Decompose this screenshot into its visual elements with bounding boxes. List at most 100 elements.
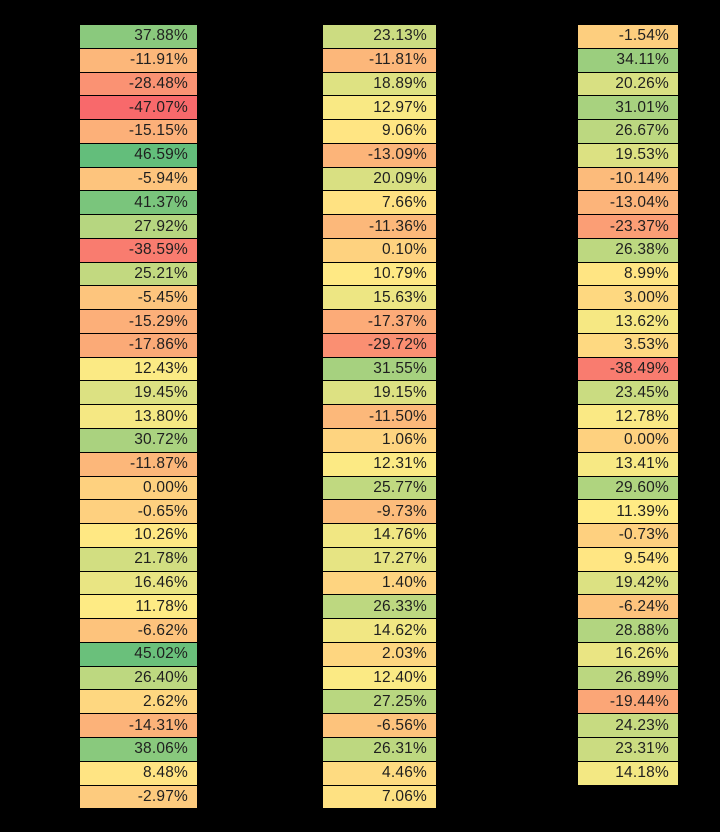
- heatmap-cell: -9.73%: [323, 500, 436, 525]
- heatmap-cell: -47.07%: [80, 96, 197, 121]
- heatmap-cell: 31.01%: [578, 96, 678, 121]
- heatmap-cell: 21.78%: [80, 547, 197, 572]
- heatmap-cell: 2.03%: [323, 642, 436, 667]
- heatmap-cell: 19.53%: [578, 143, 678, 168]
- heatmap-cell: 19.45%: [80, 381, 197, 406]
- heatmap-cell: 41.37%: [80, 191, 197, 216]
- heatmap-cell: -38.49%: [578, 357, 678, 382]
- heatmap-cell: 19.15%: [323, 381, 436, 406]
- heatmap-cell: -38.59%: [80, 238, 197, 263]
- heatmap-cell: 28.88%: [578, 619, 678, 643]
- heatmap-cell: 4.46%: [323, 761, 436, 786]
- heatmap-cell: -15.29%: [80, 310, 197, 334]
- heatmap-cell: 20.09%: [323, 167, 436, 192]
- heatmap-cell: 16.46%: [80, 571, 197, 596]
- heatmap-cell: 46.59%: [80, 143, 197, 168]
- heatmap-cell: -2.97%: [80, 785, 197, 810]
- heatmap-cell: 17.27%: [323, 547, 436, 572]
- heatmap-cell: 11.39%: [578, 500, 678, 525]
- heatmap-cell: -6.62%: [80, 619, 197, 643]
- heatmap-cell: 2.62%: [80, 690, 197, 715]
- heatmap-cell: -6.56%: [323, 714, 436, 738]
- heatmap-cell: -15.15%: [80, 120, 197, 144]
- heatmap-cell: -5.45%: [80, 286, 197, 311]
- heatmap-cell: -10.14%: [578, 167, 678, 192]
- heatmap-cell: 14.76%: [323, 524, 436, 548]
- heatmap-cell: -5.94%: [80, 167, 197, 192]
- heatmap-cell: 13.41%: [578, 452, 678, 477]
- heatmap-cell: -11.81%: [323, 48, 436, 73]
- heatmap-cell: 10.79%: [323, 262, 436, 287]
- heatmap-cell: -13.04%: [578, 191, 678, 216]
- heatmap-column-2: 23.13% -11.81% 18.89% 12.97% 9.06% -13.09% 20.…: [323, 25, 436, 810]
- heatmap-cell: 8.48%: [80, 761, 197, 786]
- heatmap-cell: 25.77%: [323, 476, 436, 501]
- heatmap-cell: -11.50%: [323, 405, 436, 430]
- heatmap-cell: 27.25%: [323, 690, 436, 715]
- heatmap-cell: 19.42%: [578, 571, 678, 596]
- heatmap-cell: -17.86%: [80, 333, 197, 358]
- heatmap-cell: 0.00%: [578, 429, 678, 453]
- heatmap-cell: 26.33%: [323, 595, 436, 620]
- heatmap-cell: 31.55%: [323, 357, 436, 382]
- heatmap-cell: 9.06%: [323, 120, 436, 144]
- heatmap-cell: 23.13%: [323, 25, 436, 49]
- heatmap-cell: 13.62%: [578, 310, 678, 334]
- heatmap-cell: 25.21%: [80, 262, 197, 287]
- heatmap-cell: 12.43%: [80, 357, 197, 382]
- heatmap-cell: 26.89%: [578, 666, 678, 691]
- heatmap-cell: -11.87%: [80, 452, 197, 477]
- heatmap-cell: 3.00%: [578, 286, 678, 311]
- heatmap-cell: -11.91%: [80, 48, 197, 73]
- heatmap-cell: -14.31%: [80, 714, 197, 738]
- heatmap-cell: -17.37%: [323, 310, 436, 334]
- heatmap-cell: 38.06%: [80, 737, 197, 762]
- heatmap-cell: 29.60%: [578, 476, 678, 501]
- heatmap-cell: 34.11%: [578, 48, 678, 73]
- heatmap-cell: 30.72%: [80, 429, 197, 453]
- heatmap-cell: 7.66%: [323, 191, 436, 216]
- heatmap-cell: 24.23%: [578, 714, 678, 738]
- heatmap-cell: -1.54%: [578, 25, 678, 49]
- heatmap-cell: 18.89%: [323, 72, 436, 97]
- heatmap-cell: 3.53%: [578, 333, 678, 358]
- heatmap-cell: -0.65%: [80, 500, 197, 525]
- heatmap-column-1: 37.88% -11.91% -28.48% -47.07% -15.15% 46.59%…: [80, 25, 197, 810]
- heatmap-column-3: -1.54% 34.11% 20.26% 31.01% 26.67% 19.53% -10.…: [578, 25, 678, 786]
- heatmap-cell: 12.31%: [323, 452, 436, 477]
- heatmap-cell: 37.88%: [80, 25, 197, 49]
- heatmap-cell: 14.62%: [323, 619, 436, 643]
- heatmap-cell: 11.78%: [80, 595, 197, 620]
- heatmap-cell: 13.80%: [80, 405, 197, 430]
- heatmap-cell: 0.10%: [323, 238, 436, 263]
- heatmap-cell: 14.18%: [578, 761, 678, 786]
- heatmap-cell: 12.97%: [323, 96, 436, 121]
- heatmap-cell: 26.67%: [578, 120, 678, 144]
- heatmap-cell: 15.63%: [323, 286, 436, 311]
- heatmap-cell: 23.31%: [578, 737, 678, 762]
- heatmap-cell: -19.44%: [578, 690, 678, 715]
- heatmap-cell: -11.36%: [323, 215, 436, 239]
- heatmap-cell: -29.72%: [323, 333, 436, 358]
- heatmap-cell: -23.37%: [578, 215, 678, 239]
- heatmap-cell: 12.40%: [323, 666, 436, 691]
- heatmap-cell: 8.99%: [578, 262, 678, 287]
- heatmap-cell: 26.38%: [578, 238, 678, 263]
- heatmap-cell: 26.40%: [80, 666, 197, 691]
- heatmap-cell: 45.02%: [80, 642, 197, 667]
- heatmap-cell: 16.26%: [578, 642, 678, 667]
- heatmap-cell: 23.45%: [578, 381, 678, 406]
- heatmap-cell: 27.92%: [80, 215, 197, 239]
- heatmap-cell: 20.26%: [578, 72, 678, 97]
- heatmap-cell: 7.06%: [323, 785, 436, 810]
- heatmap-cell: -0.73%: [578, 524, 678, 548]
- heatmap-cell: -13.09%: [323, 143, 436, 168]
- heatmap-cell: 10.26%: [80, 524, 197, 548]
- heatmap-cell: 0.00%: [80, 476, 197, 501]
- heatmap-cell: 26.31%: [323, 737, 436, 762]
- heatmap-cell: -6.24%: [578, 595, 678, 620]
- heatmap-cell: 1.06%: [323, 429, 436, 453]
- heatmap-cell: 9.54%: [578, 547, 678, 572]
- heatmap-cell: -28.48%: [80, 72, 197, 97]
